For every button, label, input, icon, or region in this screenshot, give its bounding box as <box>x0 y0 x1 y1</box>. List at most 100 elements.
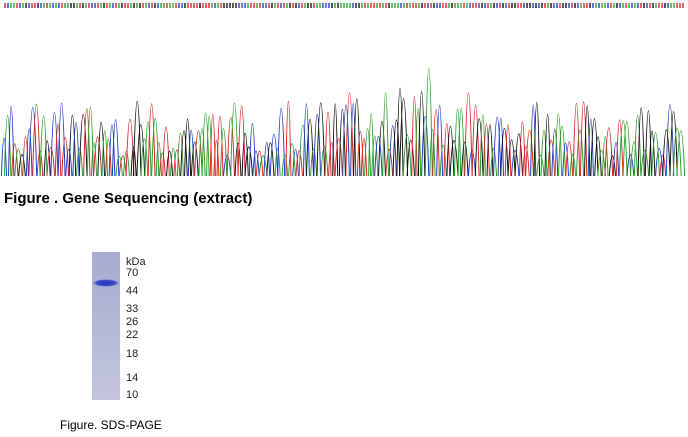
base-letter <box>358 3 360 8</box>
base-letter <box>424 3 426 8</box>
trace-peak <box>159 152 166 177</box>
base-letter <box>211 3 213 8</box>
trace-peak <box>201 112 210 177</box>
base-letter <box>46 3 48 8</box>
base-letter <box>418 3 420 8</box>
base-letter <box>526 3 528 8</box>
trace-peak <box>424 67 433 177</box>
trace-peak <box>360 138 368 177</box>
base-letter <box>43 3 45 8</box>
base-letter <box>604 3 606 8</box>
trace-peak <box>241 133 249 177</box>
trace-peak <box>244 146 253 177</box>
base-letter <box>367 3 369 8</box>
base-letter <box>514 3 516 8</box>
trace-peak <box>565 141 574 177</box>
trace-peak <box>461 141 469 177</box>
trace-peak <box>594 136 602 177</box>
trace-peak <box>173 149 181 177</box>
base-letter <box>298 3 300 8</box>
base-letter <box>331 3 333 8</box>
trace-peak <box>216 115 224 177</box>
trace-peak <box>659 154 667 177</box>
base-letter <box>388 3 390 8</box>
trace-peak <box>277 107 286 177</box>
base-letter <box>19 3 21 8</box>
base-letter <box>637 3 639 8</box>
trace-peak <box>504 124 512 177</box>
base-letter <box>430 3 432 8</box>
trace-peak <box>479 114 486 177</box>
trace-peak <box>288 143 296 177</box>
trace-peak <box>432 109 440 177</box>
trace-peak <box>590 118 599 177</box>
base-letter <box>319 3 321 8</box>
base-letter <box>355 3 357 8</box>
base-letter <box>571 3 573 8</box>
base-letter <box>217 3 219 8</box>
base-letter <box>286 3 288 8</box>
base-letter <box>82 3 84 8</box>
trace-peak <box>467 150 477 177</box>
base-letter <box>16 3 18 8</box>
trace-peak <box>569 154 577 177</box>
trace-peak <box>608 155 617 177</box>
sequencing-caption: Figure . Gene Sequencing (extract) <box>4 190 253 207</box>
base-letter <box>160 3 162 8</box>
trace-peak <box>530 104 537 177</box>
trace-peak <box>194 130 203 177</box>
trace-peak <box>46 147 56 177</box>
base-letter <box>643 3 645 8</box>
base-letter <box>142 3 144 8</box>
base-letter <box>256 3 258 8</box>
base-letter <box>493 3 495 8</box>
trace-peak <box>90 142 98 177</box>
trace-peak <box>255 150 264 177</box>
trace-peak <box>144 121 152 177</box>
trace-peak <box>446 125 455 177</box>
base-letter <box>385 3 387 8</box>
trace-peak <box>190 141 199 177</box>
trace-peak <box>382 92 389 177</box>
base-letter <box>202 3 204 8</box>
trace-peak <box>507 139 516 177</box>
base-letter <box>283 3 285 8</box>
base-letter <box>64 3 66 8</box>
chromatogram <box>0 3 686 177</box>
trace-peak <box>436 104 444 177</box>
base-letter <box>52 3 54 8</box>
base-letter <box>208 3 210 8</box>
marker-label: 70 <box>126 267 138 279</box>
base-letter <box>280 3 282 8</box>
base-letter <box>460 3 462 8</box>
trace-peak <box>226 117 235 177</box>
base-letter <box>595 3 597 8</box>
base-letter <box>28 3 30 8</box>
base-letter <box>94 3 96 8</box>
base-letter <box>439 3 441 8</box>
base-letter <box>175 3 177 8</box>
base-letter <box>25 3 27 8</box>
base-letter <box>55 3 57 8</box>
base-letter <box>538 3 540 8</box>
base-letter <box>544 3 546 8</box>
base-letter <box>631 3 633 8</box>
trace-peak <box>429 128 436 177</box>
base-letter <box>289 3 291 8</box>
base-letter <box>373 3 375 8</box>
base-letter <box>634 3 636 8</box>
trace-peak <box>68 114 77 177</box>
base-letter <box>181 3 183 8</box>
unit-label: kDa <box>126 256 146 268</box>
trace-peak <box>350 102 357 177</box>
base-letter <box>205 3 207 8</box>
trace-peak <box>371 135 379 177</box>
base-letter <box>199 3 201 8</box>
base-letter <box>70 3 72 8</box>
base-letter <box>490 3 492 8</box>
base-letter <box>472 3 474 8</box>
trace-peak <box>396 87 404 177</box>
trace-peak <box>93 136 103 177</box>
trace-peak <box>633 115 642 177</box>
trace-peak <box>3 115 12 177</box>
